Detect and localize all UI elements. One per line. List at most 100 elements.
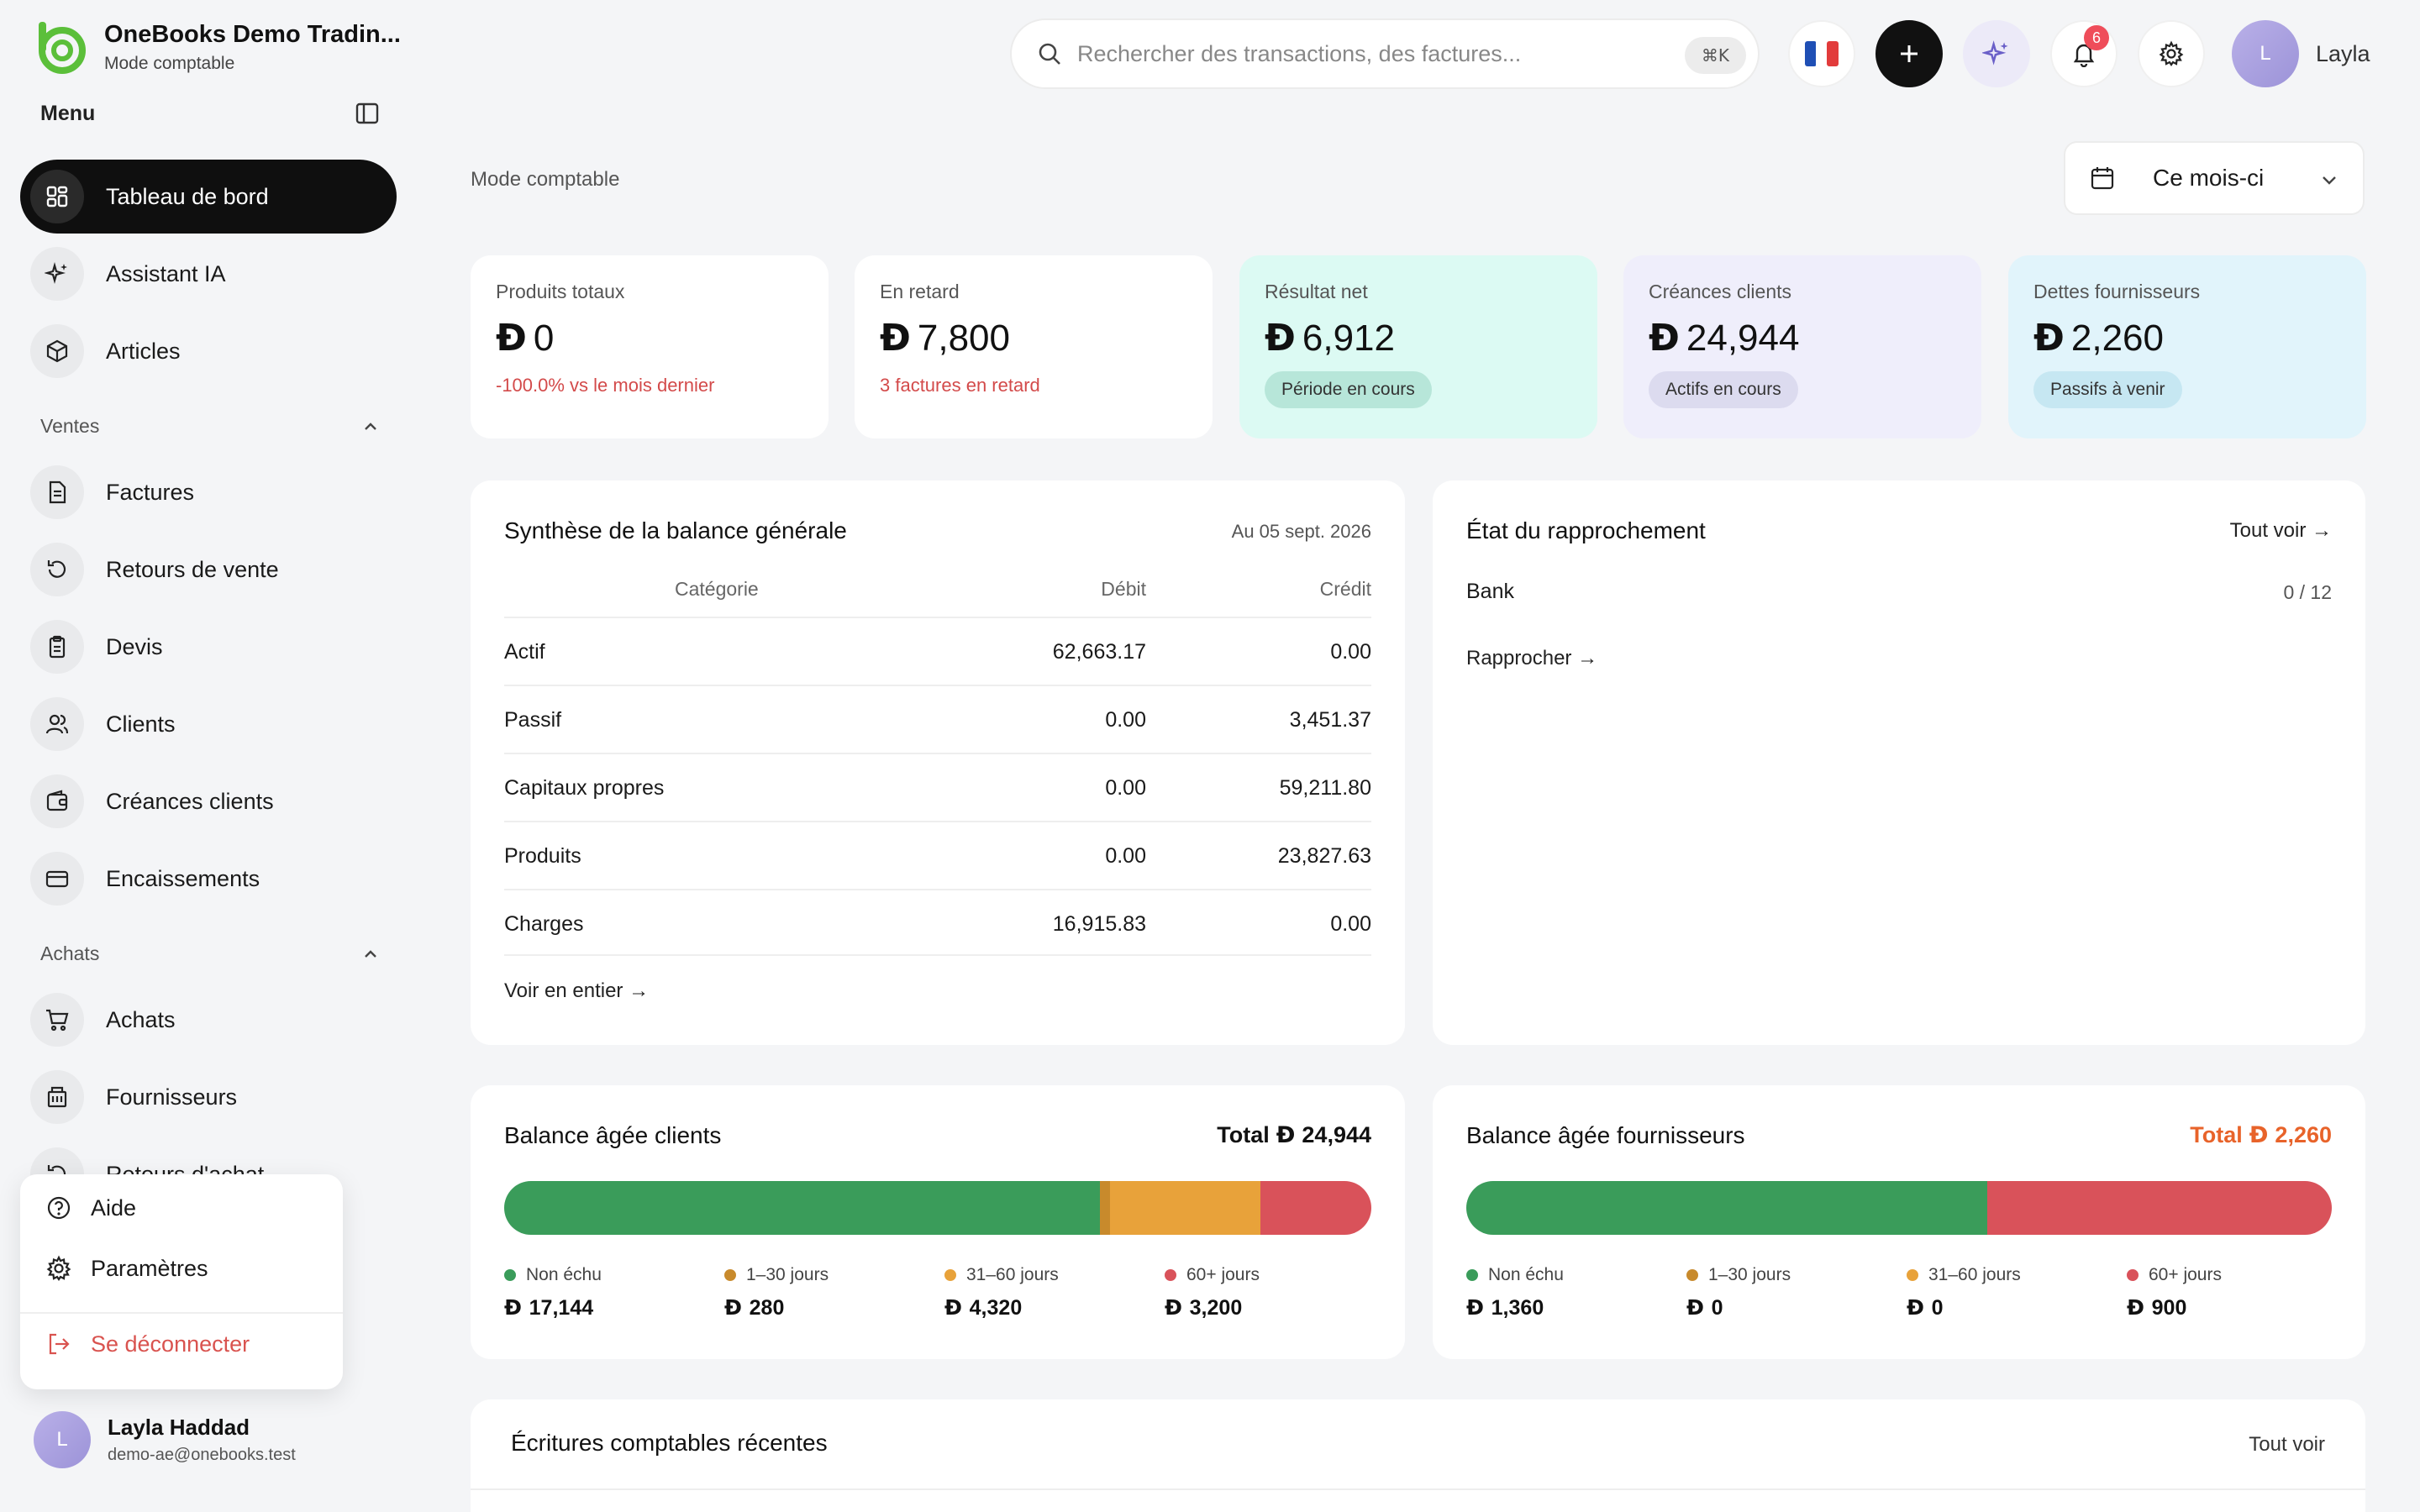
kpi-note: 3 factures en retard (880, 375, 1040, 396)
logout-menu-item[interactable]: Se déconnecter (45, 1331, 250, 1357)
kpi-overdue[interactable]: En retard Ð 7,800 3 factures en retard (855, 255, 1213, 438)
top-user-menu[interactable]: L Layla (2232, 20, 2370, 87)
currency-symbol: Ð (496, 317, 527, 360)
reconciliation-card: État du rapprochement Tout voir → Bank 0… (1433, 480, 2365, 1045)
settings-button[interactable] (2138, 20, 2205, 87)
section-sales[interactable]: Ventes (40, 415, 380, 438)
calendar-icon (2091, 167, 2114, 190)
row-credit: 3,451.37 (1289, 708, 1371, 732)
sidebar-item-purchases[interactable]: Achats (20, 983, 397, 1057)
row-debit: 16,915.83 (1052, 912, 1146, 936)
kpi-receivables[interactable]: Créances clients Ð 24,944 Actifs en cours (1623, 255, 1981, 438)
create-new-button[interactable] (1876, 20, 1943, 87)
sidebar-item-collections[interactable]: Encaissements (20, 842, 397, 916)
period-select[interactable]: Ce mois-ci (2064, 141, 2365, 215)
wallet-icon (30, 774, 84, 828)
sidebar-item-articles[interactable]: Articles (20, 314, 397, 388)
view-full-balance-link[interactable]: Voir en entier → (504, 979, 650, 1002)
ap-aging-card: Balance âgée fournisseurs Total Ð 2,260 … (1433, 1085, 2365, 1359)
legend-item: Non échu (504, 1265, 602, 1285)
sidebar-item-label: Créances clients (106, 788, 274, 814)
kpi-net-result[interactable]: Résultat net Ð 6,912 Période en cours (1239, 255, 1597, 438)
legend-item: 60+ jours (2127, 1265, 2222, 1285)
kpi-label: Dettes fournisseurs (2033, 281, 2201, 302)
users-icon (30, 697, 84, 751)
help-menu-item[interactable]: Aide (45, 1194, 136, 1221)
card-title: État du rapprochement (1466, 517, 1706, 543)
legend-dot (1686, 1269, 1698, 1281)
row-category: Produits (504, 844, 581, 868)
box-icon (30, 324, 84, 378)
column-header-credit: Crédit (1319, 578, 1371, 600)
legend-amount: 280 (749, 1296, 785, 1320)
legend-dot (944, 1269, 956, 1281)
view-all-reconciliation-link[interactable]: Tout voir → (2229, 519, 2332, 542)
sidebar-item-receivables[interactable]: Créances clients (20, 764, 397, 838)
table-row: Charges 16,915.83 0.00 (504, 889, 1371, 956)
row-credit: 59,211.80 (1279, 776, 1371, 800)
legend-label: 60+ jours (2149, 1265, 2222, 1284)
language-button[interactable] (1788, 20, 1855, 87)
top-user-name: Layla (2316, 40, 2370, 66)
view-all-journal-link[interactable]: Tout voir (2249, 1433, 2325, 1456)
legend-value: Ð 280 (724, 1295, 784, 1320)
legend-item: Non échu (1466, 1265, 1564, 1285)
currency-symbol: Ð (1165, 1295, 1190, 1320)
recent-journal-card: Écritures comptables récentes Tout voir (471, 1399, 2365, 1512)
settings-menu-item[interactable]: Paramètres (45, 1255, 208, 1282)
legend-amount: 3,200 (1189, 1296, 1243, 1320)
kpi-label: Créances clients (1649, 281, 1792, 302)
search-input[interactable] (1077, 40, 1649, 67)
sidebar-item-suppliers[interactable]: Fournisseurs (20, 1060, 397, 1134)
legend-value: Ð 900 (2127, 1295, 2186, 1320)
sidebar-item-assistant[interactable]: Assistant IA (20, 237, 397, 311)
account-popup-menu: Aide Paramètres Se déconnecter (20, 1174, 343, 1389)
ar-aging-card: Balance âgée clients Total Ð 24,944 Non … (471, 1085, 1405, 1359)
legend-value: Ð 1,360 (1466, 1295, 1544, 1320)
sidebar-item-clients[interactable]: Clients (20, 687, 397, 761)
sidebar-item-dashboard[interactable]: Tableau de bord (20, 160, 397, 234)
legend-dot (1466, 1269, 1478, 1281)
sidebar-item-label: Encaissements (106, 865, 260, 891)
brand[interactable]: OneBooks Demo Tradin... Mode comptable (32, 18, 401, 76)
gear-icon (46, 1255, 71, 1281)
legend-value: Ð 4,320 (944, 1295, 1022, 1320)
ai-assistant-button[interactable] (1963, 20, 2030, 87)
search-bar[interactable]: ⌘K (1010, 18, 1760, 89)
reconcile-link[interactable]: Rapprocher → (1466, 647, 1598, 669)
legend-amount: 0 (1711, 1296, 1723, 1320)
ap-aging-bar (1466, 1181, 2332, 1235)
french-flag-icon (1805, 41, 1839, 66)
cart-icon (30, 993, 84, 1047)
sidebar-item-quotes[interactable]: Devis (20, 610, 397, 684)
section-purchases-label: Achats (40, 942, 100, 964)
legend-item: 1–30 jours (724, 1265, 829, 1285)
period-value: Ce mois-ci (2153, 165, 2265, 191)
breadcrumb: Mode comptable (471, 168, 620, 191)
sparkle-icon (30, 247, 84, 301)
legend-value: Ð 3,200 (1165, 1295, 1242, 1320)
card-icon (30, 852, 84, 906)
settings-label: Paramètres (91, 1255, 208, 1281)
sidebar-item-sales-returns[interactable]: Retours de vente (20, 533, 397, 606)
legend-item: 1–30 jours (1686, 1265, 1791, 1285)
section-sales-label: Ventes (40, 415, 100, 437)
kpi-payables[interactable]: Dettes fournisseurs Ð 2,260 Passifs à ven… (2008, 255, 2366, 438)
kpi-value: Ð 6,912 (1265, 317, 1572, 360)
section-purchases[interactable]: Achats (40, 942, 380, 965)
notifications-button[interactable]: 6 (2050, 20, 2118, 87)
sidebar-item-invoices[interactable]: Factures (20, 455, 397, 529)
popup-divider (20, 1312, 343, 1314)
avatar: L (2232, 20, 2299, 87)
ap-total: Total Ð 2,260 (2190, 1122, 2332, 1148)
currency-symbol: Ð (880, 317, 911, 360)
sidebar-user-card[interactable]: L Layla Haddad demo-ae@onebooks.test (34, 1411, 296, 1468)
search-icon (1039, 43, 1060, 65)
kpi-amount: 6,912 (1302, 317, 1395, 359)
trial-balance-card: Synthèse de la balance générale Au 05 se… (471, 480, 1405, 1045)
legend-amount: 0 (1931, 1296, 1944, 1320)
sidebar-toggle-icon[interactable] (355, 101, 380, 126)
kpi-label: Résultat net (1265, 281, 1368, 302)
row-credit: 23,827.63 (1277, 844, 1371, 868)
